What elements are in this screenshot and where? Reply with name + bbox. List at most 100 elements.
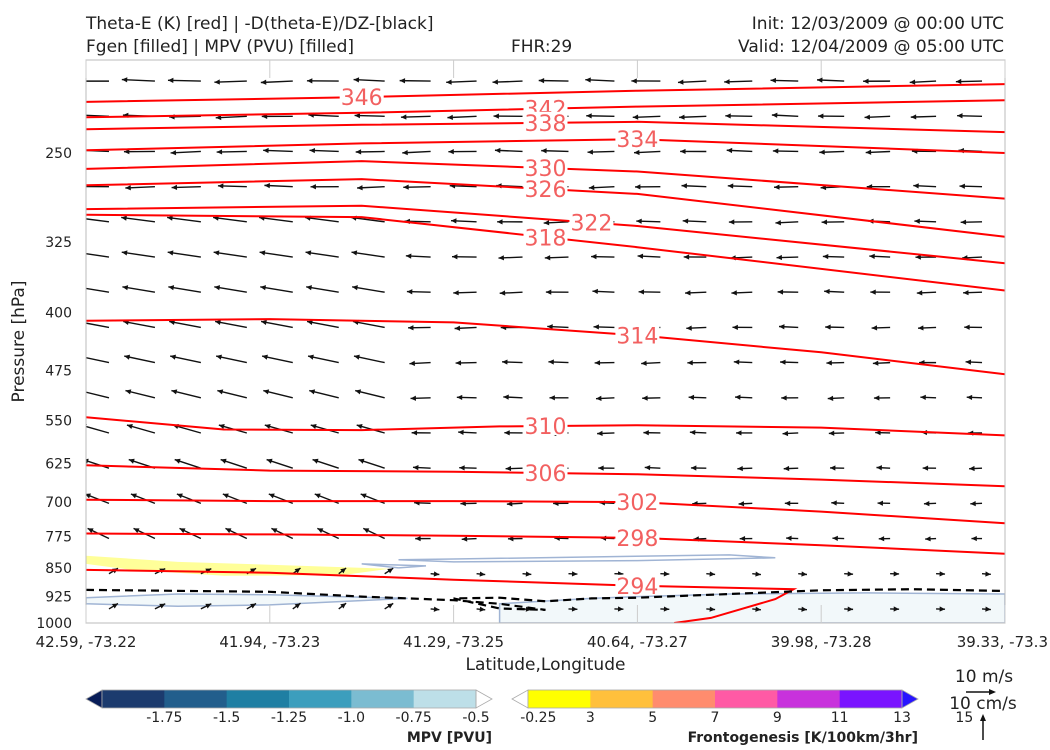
- wind-vector: [936, 571, 946, 577]
- wind-vector: [966, 394, 983, 401]
- wind-vector: [737, 465, 753, 472]
- wind-vector: [213, 250, 247, 258]
- wind-vector: [706, 571, 716, 577]
- wind-vector: [170, 150, 201, 156]
- wind-vector: [798, 606, 808, 612]
- wind-vector: [586, 113, 615, 119]
- wind-vector: [844, 606, 854, 612]
- wind-vector: [384, 567, 394, 575]
- wind-vector: [682, 218, 707, 224]
- theta-e-label-bg: [339, 86, 384, 107]
- wind-vector: [351, 250, 385, 258]
- theta-e-label-bg: [615, 128, 660, 149]
- wind-vector: [306, 319, 339, 329]
- wind-vector: [726, 147, 753, 154]
- wind-vector: [406, 289, 431, 295]
- wind-key-horizontal-label: 10 m/s: [955, 667, 1013, 687]
- colorbar-tick-label: 9: [773, 710, 782, 726]
- wind-vector: [402, 150, 431, 156]
- colorbar-tick-label: -1.25: [271, 710, 307, 726]
- wind-vector: [123, 149, 155, 155]
- colorbar-title: Frontogenesis [K/100km/3hr]: [688, 730, 918, 746]
- wind-vector: [827, 395, 845, 401]
- wind-vector: [752, 571, 761, 577]
- wind-vector: [220, 458, 248, 469]
- theta-e-label-bg: [615, 574, 660, 595]
- wind-vector: [585, 77, 615, 83]
- wind-vector: [215, 354, 247, 364]
- wind-vector: [778, 324, 799, 330]
- wind-vector: [776, 254, 799, 261]
- wind-vector: [638, 289, 661, 295]
- wind-vector: [451, 254, 477, 260]
- wind-vector: [598, 465, 615, 471]
- theta-e-label-306: 306: [525, 462, 567, 487]
- wind-vector: [412, 464, 431, 471]
- wind-vector: [831, 500, 845, 506]
- header-left-line2: Fgen [filled] | MPV (PVU) [filled]: [86, 37, 355, 57]
- wind-vector: [595, 395, 615, 402]
- wind-key-arrow-right-icon: [989, 689, 996, 695]
- theta-e-contour-326: [86, 178, 1005, 238]
- plot-frame: [85, 59, 1006, 624]
- wind-key: 10 m/s 10 cm/s: [949, 667, 1017, 740]
- wind-vector: [338, 602, 347, 610]
- colorbar-0: -1.75 -1.5 -1.25 -1.0 -0.75 -0.5 -0.25 MPV [PVU…: [85, 689, 556, 746]
- wind-vector: [981, 606, 991, 612]
- wind-vector: [430, 606, 440, 612]
- wind-vector: [631, 78, 661, 84]
- theta-e-label-294: 294: [616, 575, 658, 600]
- wind-vector: [957, 113, 983, 119]
- wind-vector: [641, 360, 661, 366]
- wind-vector: [878, 536, 891, 542]
- wind-vector: [108, 602, 119, 610]
- wind-vector: [494, 147, 523, 154]
- wind-vector: [821, 219, 845, 225]
- y-tick-label: 775: [45, 530, 72, 546]
- x-tick-label: 40.64, -73.27: [587, 633, 688, 651]
- wind-vector: [384, 602, 394, 610]
- y-tick-label: 625: [45, 457, 72, 473]
- wind-vector: [447, 114, 477, 120]
- wind-vector: [456, 394, 477, 401]
- wind-vector: [819, 149, 845, 155]
- mpv-contour-1: [398, 554, 776, 563]
- wind-vector: [498, 255, 523, 261]
- theta-e-contour-342: [86, 99, 1005, 119]
- wind-vector: [634, 184, 661, 190]
- wind-vector: [338, 567, 347, 575]
- wind-vector: [355, 149, 385, 155]
- wind-vector: [890, 606, 900, 612]
- wind-vector: [614, 606, 624, 612]
- wind-vector: [455, 360, 477, 366]
- wind-vector: [873, 395, 891, 401]
- wind-vector: [260, 79, 293, 85]
- wind-vector: [777, 289, 799, 295]
- wind-vector: [446, 79, 477, 85]
- wind-vector: [971, 535, 983, 542]
- wind-vector: [543, 220, 569, 226]
- wind-vector: [354, 112, 385, 119]
- theta-e-label-346: 346: [341, 86, 383, 111]
- wind-vector: [660, 571, 670, 577]
- wind-vector: [259, 250, 293, 258]
- wind-vector: [955, 78, 983, 85]
- wind-vector: [643, 430, 661, 436]
- wind-vector: [774, 184, 799, 190]
- wind-vector: [923, 501, 937, 507]
- wind-vector: [965, 359, 983, 365]
- wind-vector: [263, 389, 293, 399]
- wind-vector: [458, 429, 477, 435]
- header-left-line1: Theta-E (K) [red] | -D(theta-E)/DZ-[blac…: [86, 14, 434, 34]
- wind-vector: [724, 79, 753, 85]
- colorbar-tick-label: -0.25: [520, 710, 556, 726]
- wind-vector: [825, 324, 845, 330]
- wind-vector: [644, 465, 661, 471]
- theta-e-contour-346: [86, 83, 1005, 103]
- wind-vector: [922, 465, 937, 471]
- colorbar-swatch: [351, 690, 415, 708]
- wind-vector: [86, 424, 110, 434]
- wind-vector: [126, 424, 156, 434]
- header-init: Init: 12/03/2009 @ 00:00 UTC: [751, 14, 1004, 34]
- wind-vector: [963, 290, 983, 296]
